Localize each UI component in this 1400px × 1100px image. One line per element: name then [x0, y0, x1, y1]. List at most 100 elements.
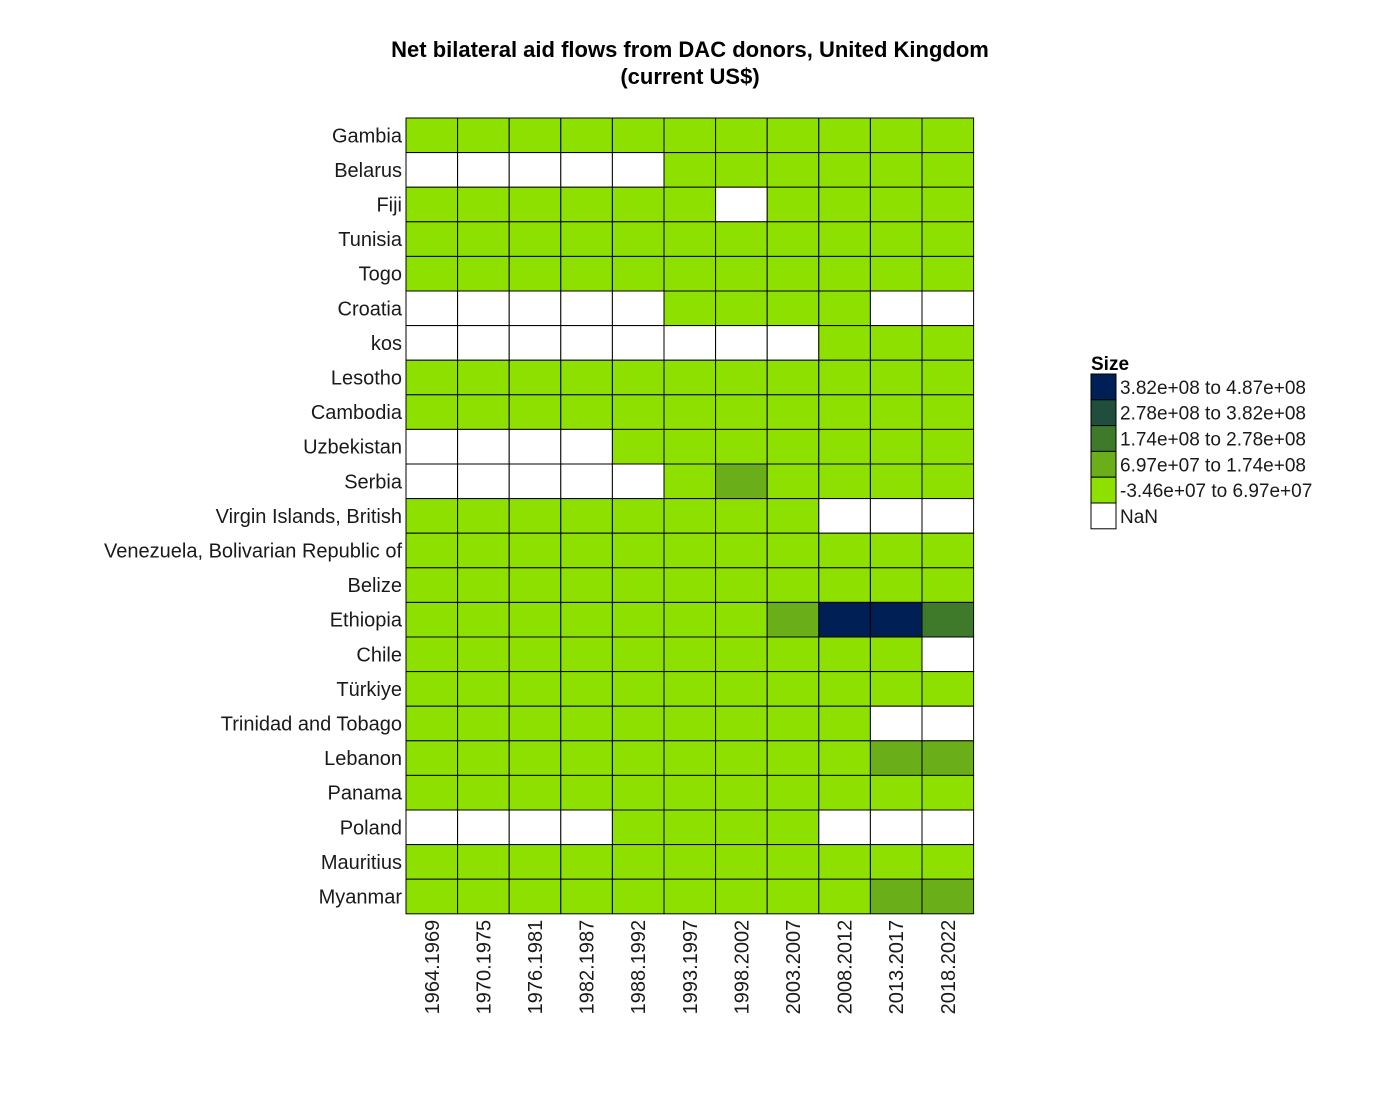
heatmap-cell: [921, 844, 975, 880]
heatmap-cell: [715, 152, 768, 188]
heatmap-cell: [405, 359, 459, 396]
legend-label: NaN: [1120, 507, 1158, 528]
heatmap-cell: [611, 498, 665, 534]
heatmap-cell: [663, 394, 717, 430]
heatmap-cell: [921, 601, 975, 638]
heatmap-cell: [818, 255, 871, 292]
row-label: Ethiopia: [330, 610, 403, 632]
heatmap-cell: [457, 878, 510, 915]
heatmap-cell: [869, 740, 923, 776]
heatmap-cell: [921, 152, 975, 188]
heatmap-cell: [508, 394, 562, 430]
heatmap-cell: [560, 152, 613, 188]
heatmap-cell: [457, 255, 510, 292]
heatmap-cell: [611, 740, 665, 776]
legend-label: 3.82e+08 to 4.87e+08: [1120, 378, 1306, 399]
heatmap-cell: [818, 532, 871, 569]
heatmap-cell: [611, 844, 665, 880]
heatmap-cell: [869, 221, 923, 257]
heatmap-cell: [508, 152, 562, 188]
heatmap-cell: [715, 359, 768, 396]
heatmap-cell: [457, 567, 510, 603]
heatmap-cell: [766, 636, 820, 673]
heatmap-cell: [405, 601, 459, 638]
heatmap-cell: [766, 117, 820, 154]
row-label: Venezuela, Bolivarian Republic of: [104, 541, 402, 563]
heatmap-cell: [818, 290, 871, 327]
column-label: 1993.1997: [680, 920, 702, 1015]
heatmap-cell: [663, 325, 717, 361]
heatmap-cell: [766, 844, 820, 880]
heatmap-cell: [715, 774, 768, 811]
row-label: Serbia: [344, 471, 403, 493]
heatmap-cell: [405, 325, 459, 361]
heatmap-cell: [921, 498, 975, 534]
chart-title: Net bilateral aid flows from DAC donors,…: [0, 36, 1380, 90]
heatmap-cell: [508, 498, 562, 534]
heatmap-cell: [818, 740, 871, 776]
heatmap-cell: [715, 290, 768, 327]
heatmap-cell: [869, 636, 923, 673]
column-label: 2003.2007: [783, 920, 805, 1015]
heatmap-cell: [508, 290, 562, 327]
column-label: 1976.1981: [525, 920, 547, 1015]
heatmap-cell: [921, 636, 975, 673]
heatmap-cell: [611, 636, 665, 673]
column-label: 1988.1992: [628, 920, 650, 1015]
heatmap-cell: [715, 532, 768, 569]
heatmap-cell: [457, 844, 510, 880]
heatmap-cell: [457, 740, 510, 776]
heatmap-cell: [818, 567, 871, 603]
heatmap-cell: [818, 671, 871, 707]
heatmap-cell: [405, 774, 459, 811]
row-label: Chile: [356, 644, 402, 666]
heatmap-cell: [869, 186, 923, 223]
column-label: 1970.1975: [473, 920, 495, 1015]
row-label: Lebanon: [324, 748, 402, 770]
heatmap-cell: [921, 705, 975, 742]
heatmap-cell: [611, 255, 665, 292]
heatmap-cell: [818, 221, 871, 257]
heatmap-cell: [869, 878, 923, 915]
heatmap-cell: [405, 567, 459, 603]
heatmap-cell: [869, 463, 923, 500]
heatmap-cell: [818, 186, 871, 223]
heatmap-cell: [560, 359, 613, 396]
heatmap-cell: [611, 290, 665, 327]
heatmap-cell: [457, 394, 510, 430]
heatmap-cell: [611, 359, 665, 396]
heatmap-cell: [869, 359, 923, 396]
heatmap-cell: [457, 671, 510, 707]
heatmap-cell: [663, 705, 717, 742]
heatmap-cell: [457, 221, 510, 257]
heatmap-cell: [715, 671, 768, 707]
heatmap-cell: [611, 394, 665, 430]
heatmap-cell: [663, 498, 717, 534]
heatmap-cell: [405, 532, 459, 569]
heatmap-cell: [921, 186, 975, 223]
row-labels: Gambia Belarus Fiji Tunisia Togo Croatia kos Le…: [104, 125, 403, 908]
chart-title-line-2: (current US$): [620, 64, 760, 89]
heatmap-cell: [405, 671, 459, 707]
heatmap-cell: [508, 705, 562, 742]
row-label: Türkiye: [336, 679, 402, 701]
heatmap-cell: [560, 394, 613, 430]
heatmap-cell: [869, 152, 923, 188]
heatmap-cell: [508, 359, 562, 396]
legend: Size 3.82e+08 to 4.87e+08 2.78e+08 to 3.82…: [1090, 354, 1312, 530]
heatmap-cell: [611, 774, 665, 811]
heatmap-cell: [818, 705, 871, 742]
heatmap-cell: [766, 325, 820, 361]
heatmap-cell: [611, 186, 665, 223]
heatmap-cell: [508, 186, 562, 223]
heatmap-cell: [818, 636, 871, 673]
row-label: Myanmar: [319, 887, 403, 909]
column-labels: 1964.1969 1970.1975 1976.1981 1982.1987 1988…: [422, 920, 960, 1015]
heatmap-cell: [921, 325, 975, 361]
legend-swatch: [1090, 425, 1117, 452]
heatmap-cell: [663, 601, 717, 638]
heatmap-cell: [715, 567, 768, 603]
heatmap-cell: [766, 532, 820, 569]
heatmap-cell: [663, 774, 717, 811]
heatmap-cell: [508, 636, 562, 673]
